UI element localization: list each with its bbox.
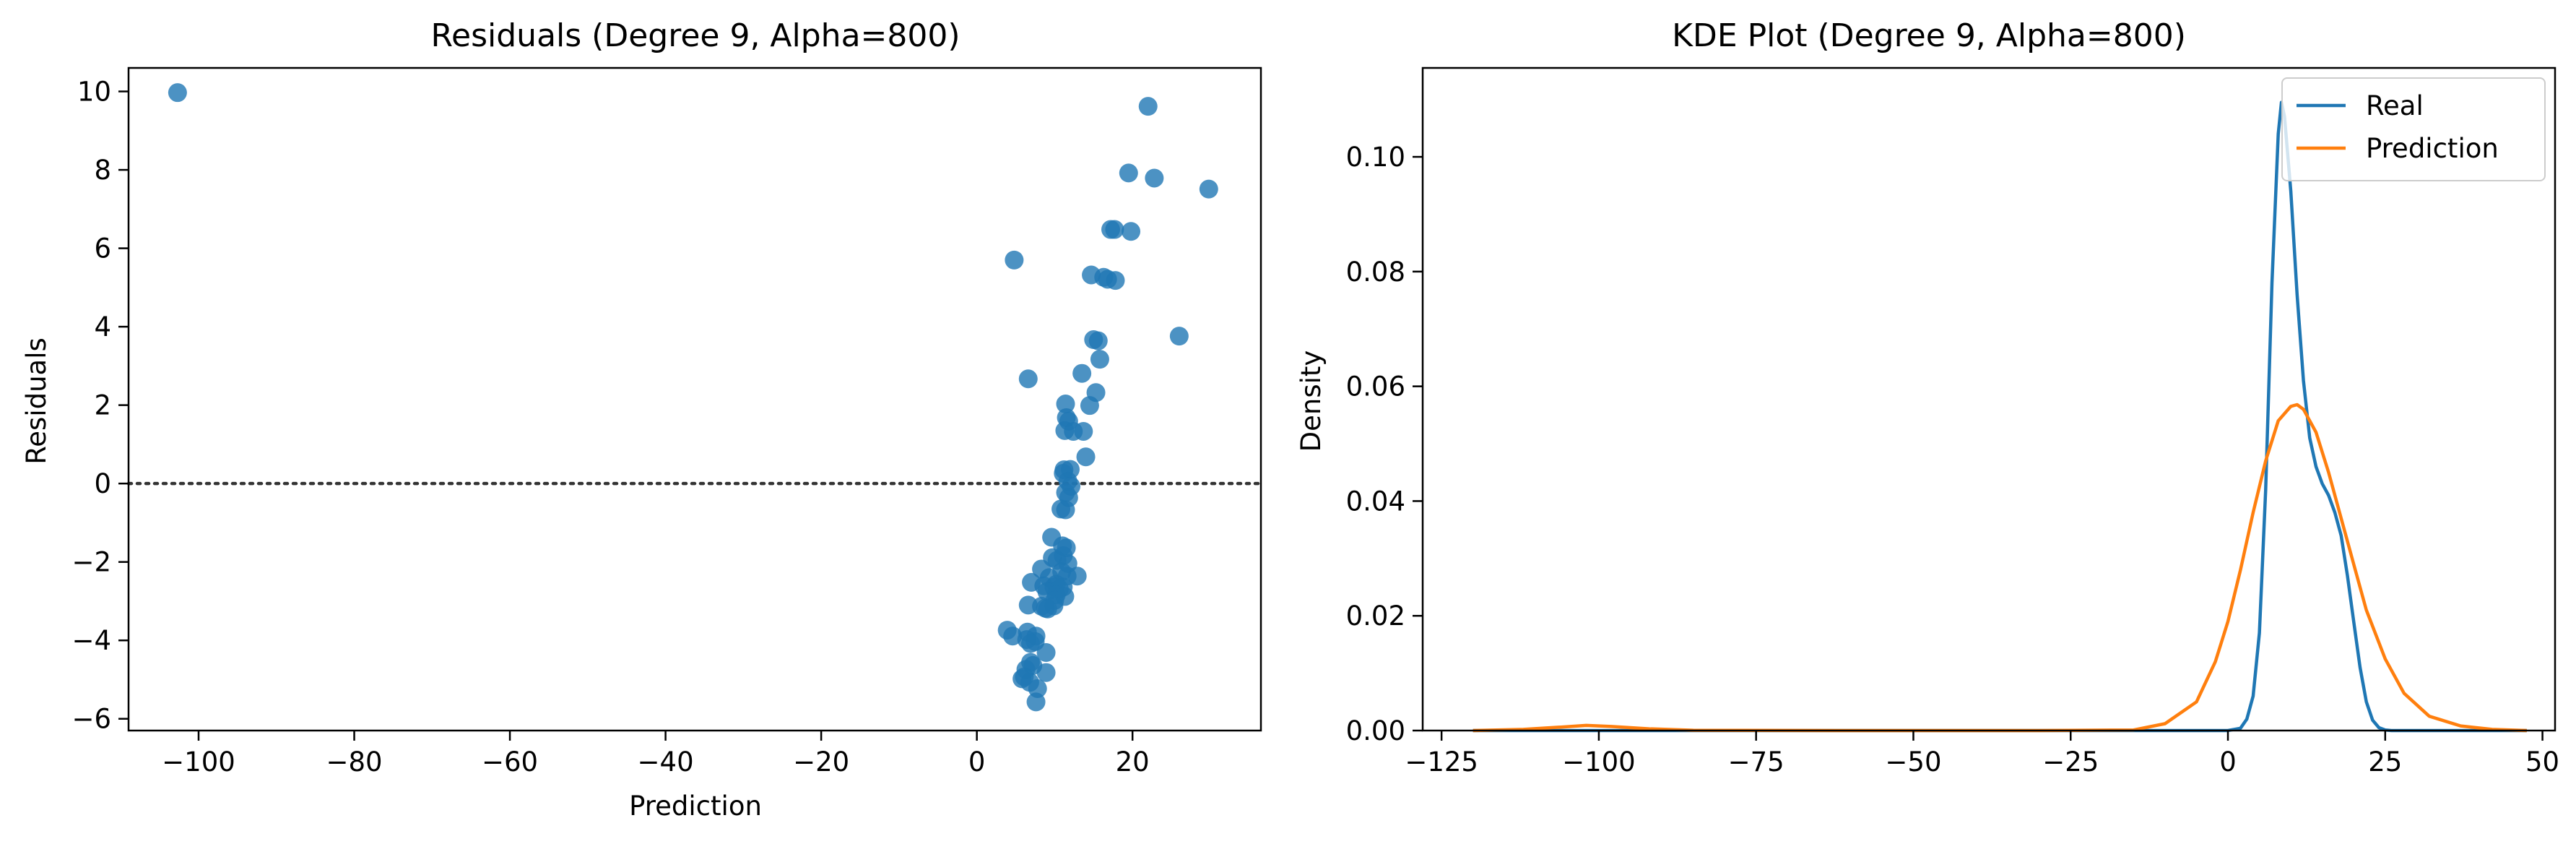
y-tick-label: 2 [94, 390, 111, 421]
kde-line-real [1473, 100, 2527, 733]
residual-point [1090, 350, 1109, 369]
residuals-y-axis-label: Residuals [21, 337, 52, 465]
residuals-y-ticks: −6 −4 −2 0 2 4 6 8 10 [71, 77, 129, 735]
residual-point [1199, 179, 1218, 199]
residual-point [1026, 692, 1046, 712]
residual-point [1106, 271, 1125, 290]
residual-point [1080, 396, 1099, 415]
kde-y-axis-label: Density [1296, 350, 1327, 452]
x-tick-label: 20 [1116, 746, 1150, 778]
residual-point [1145, 168, 1164, 188]
residuals-points [168, 83, 1218, 712]
residual-point [1122, 222, 1141, 241]
residual-point [1074, 421, 1093, 441]
legend-box [2281, 77, 2546, 181]
kde-title: KDE Plot (Degree 9, Alpha=800) [1672, 17, 2186, 54]
y-tick-label: −6 [71, 704, 111, 735]
x-tick-label: −25 [2042, 746, 2099, 778]
x-tick-label: 0 [968, 746, 986, 778]
residual-point [1021, 634, 1041, 653]
residuals-x-axis-label: Prediction [629, 791, 762, 822]
x-tick-label: −100 [1562, 746, 1636, 778]
y-tick-label: −4 [71, 625, 111, 656]
x-tick-label: 25 [2368, 746, 2402, 778]
y-tick-label: 0.04 [1346, 486, 1405, 517]
kde-legend: Real Prediction [2281, 77, 2546, 181]
residual-point [1036, 643, 1056, 663]
residual-point [1056, 395, 1075, 414]
y-tick-label: 8 [94, 155, 111, 186]
y-tick-label: 10 [77, 77, 111, 108]
residual-point [1138, 97, 1158, 116]
residuals-axes-frame [127, 66, 1262, 732]
y-tick-label: −2 [71, 547, 111, 578]
residual-point [1119, 163, 1138, 183]
legend-label-real: Real [2366, 90, 2424, 121]
x-tick-label: −40 [638, 746, 694, 778]
y-tick-label: 0.10 [1346, 142, 1405, 173]
x-tick-label: −75 [1728, 746, 1784, 778]
residual-point [1038, 599, 1057, 619]
x-tick-label: −125 [1405, 746, 1478, 778]
x-tick-label: 50 [2525, 746, 2559, 778]
kde-x-ticks: −125 −100 −75 −50 −25 0 25 50 [1405, 731, 2559, 778]
kde-y-ticks: 0.00 0.02 0.04 0.06 0.08 0.10 [1346, 142, 1423, 746]
residual-point [1169, 327, 1189, 346]
y-tick-label: 0.02 [1346, 600, 1405, 632]
residual-point [1076, 447, 1096, 467]
kde-panel: KDE Plot (Degree 9, Alpha=800) Density −… [1296, 17, 2559, 778]
residual-point [1005, 250, 1024, 270]
x-tick-label: 0 [2219, 746, 2237, 778]
x-tick-label: −100 [162, 746, 235, 778]
residual-point [1018, 369, 1038, 389]
y-tick-label: 0 [94, 468, 111, 499]
residual-point [1036, 663, 1056, 682]
x-tick-label: −80 [326, 746, 382, 778]
residuals-title: Residuals (Degree 9, Alpha=800) [430, 17, 960, 54]
residual-point [1088, 331, 1108, 350]
legend-label-prediction: Prediction [2366, 133, 2499, 164]
kde-axes-frame [1421, 66, 2557, 732]
y-tick-label: 6 [94, 233, 111, 264]
y-tick-label: 4 [94, 311, 111, 343]
residuals-x-ticks: −100 −80 −60 −40 −20 0 20 [162, 731, 1150, 778]
kde-lines [1473, 100, 2527, 733]
y-tick-label: 0.00 [1346, 715, 1405, 746]
x-tick-label: −50 [1885, 746, 1941, 778]
kde-line-prediction [1473, 402, 2527, 733]
residual-point [1072, 363, 1092, 383]
residual-point [1105, 220, 1124, 239]
residual-point [1056, 500, 1075, 520]
y-tick-label: 0.06 [1346, 371, 1405, 402]
y-tick-label: 0.08 [1346, 257, 1405, 288]
residuals-panel: Residuals (Degree 9, Alpha=800) Predicti… [21, 17, 1263, 822]
residual-point [168, 83, 187, 103]
x-tick-label: −20 [793, 746, 849, 778]
x-tick-label: −60 [482, 746, 538, 778]
